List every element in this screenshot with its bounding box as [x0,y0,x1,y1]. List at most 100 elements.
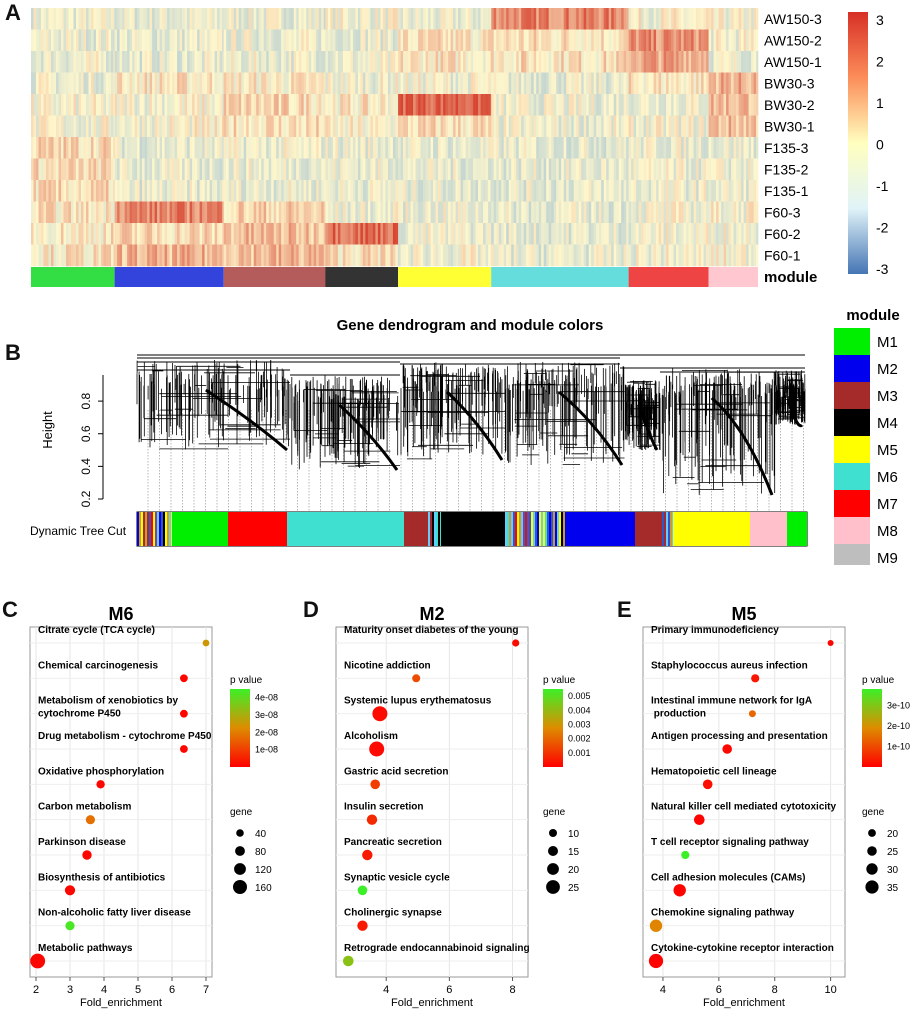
tree-cut-segment [750,512,787,546]
colorbar-tick-label: -1 [876,178,889,194]
dot-point [362,850,372,860]
legend-swatch [834,490,870,517]
legend-swatch [834,463,870,490]
module-bar-segment [31,267,115,287]
dot-point [649,954,663,968]
category-label: Synaptic vesicle cycle [344,872,450,883]
dendrogram-ytick-label: 0.4 [79,458,93,475]
category-label: Natural killer cell mediated cytotoxicit… [651,802,837,813]
colorbar-tick-label: 3 [876,12,884,28]
category-label: Staphylococcus aureus infection [651,660,808,671]
category-label: Pancreatic secretion [344,837,442,848]
gene-legend-label: 80 [255,847,267,858]
category-label: Non-alcoholic fatty liver disease [38,908,191,919]
legend-swatch [834,517,870,544]
colorbar-tick-label: 1 [876,95,884,111]
dot-point [203,640,210,647]
legend-label: M3 [877,388,898,405]
xtick-label: 7 [203,984,209,996]
heatmap-row-labels: AW150-3AW150-2AW150-1BW30-3BW30-2BW30-1F… [764,11,822,263]
gene-legend-label: 20 [887,829,899,840]
dotplot-title: M5 [731,604,756,624]
dot-point [343,956,354,967]
xtick-label: 8 [509,984,515,996]
dot-point [30,954,45,969]
category-label: Cell adhesion molecules (CAMs) [651,872,805,883]
tree-cut-label: Dynamic Tree Cut [30,524,127,538]
heatmap-row-label: F60-3 [764,204,801,220]
module-bar-segment [629,267,709,287]
dotplot-m5: M5 4 6 8 10 Fold_enrichment Primary immunodefi… [613,595,913,1017]
gene-legend-label: 120 [255,865,272,876]
colorbar-ticks: 3 2 1 0 -1 -2 -3 [876,12,889,277]
dendrogram-ytick-label: 0.6 [79,425,93,442]
xtick-label: 4 [383,984,389,996]
heatmap-row-label: F135-2 [764,161,809,177]
category-label: Carbon metabolism [38,802,131,813]
legend-label: M8 [877,523,898,540]
gene-legend-dot [546,880,560,894]
heatmap-row-label: AW150-1 [764,54,822,70]
pvalue-tick-label: 0.005 [568,691,591,701]
xaxis-label: Fold_enrichment [703,997,785,1009]
heatmap-row-label: BW30-3 [764,75,815,91]
xtick-label: 4 [101,984,107,996]
gene-legend-dot [865,880,878,893]
gene-legend-label: 20 [568,865,580,876]
tree-cut-segment [404,512,428,546]
legend-label: M4 [877,415,898,432]
heatmap-module-bar [31,267,758,287]
dot-point [828,640,834,646]
module-bar-segment [224,267,326,287]
pvalue-tick-label: 1e-08 [255,745,278,755]
xtick-label: 10 [824,984,836,996]
dotplot-m2: M2 4 6 8 Fold_enrichment Maturity onset diabe… [303,595,613,1017]
pvalue-tick-label: 2e-08 [255,727,278,737]
xtick-label: 4 [660,984,666,996]
colorbar-tick-label: 0 [876,137,884,153]
legend-label: M7 [877,496,898,513]
gene-legend-dot [866,863,877,874]
gene-legend-label: 25 [887,847,899,858]
legend-swatch [834,355,870,382]
gene-legend-dot [234,863,246,875]
pvalue-tick-label: 0.003 [568,719,591,729]
pvalue-tick-label: 0.002 [568,734,591,744]
category-label: Chemokine signaling pathway [651,908,795,919]
dot-point [722,744,732,754]
xtick-label: 6 [716,984,722,996]
category-label: Citrate cycle (TCA cycle) [38,625,155,636]
xtick-label: 8 [772,984,778,996]
dot-point [372,706,387,721]
pvalue-legend-title: p value [230,675,263,686]
heatmap-row-label: F60-2 [764,226,801,242]
dot-point [65,921,74,930]
gene-legend-dot [867,846,877,856]
gene-legend-dot [547,863,559,875]
dendrogram-tree [137,355,805,512]
category-label: T cell receptor signaling pathway [651,837,809,848]
dot-point [180,674,188,682]
gene-legend-label: 15 [568,847,580,858]
legend-label: M2 [877,361,898,378]
category-label: Gastric acid secretion [344,766,449,777]
colorbar-tick-label: -3 [876,261,889,277]
gene-legend-label: 160 [255,883,272,894]
dot-point [180,710,188,718]
heatmap-row-label: F135-3 [764,140,809,156]
dot-point [512,639,519,646]
category-label: Biosynthesis of antibiotics [38,872,166,883]
module-bar-segment [709,267,758,287]
legend-label: M6 [877,469,898,486]
module-bar-segment [115,267,224,287]
gene-legend-title: gene [862,807,885,818]
xaxis-label: Fold_enrichment [80,997,162,1009]
category-label: Antigen processing and presentation [651,731,828,742]
legend-label: M9 [877,550,898,565]
gene-legend-dot [868,829,876,837]
gene-legend-dot [235,846,245,856]
category-label: Retrograde endocannabinoid signaling [344,943,530,954]
legend-label: M5 [877,442,898,459]
category-label: Insulin secretion [344,802,423,813]
pvalue-gradient [862,689,882,767]
